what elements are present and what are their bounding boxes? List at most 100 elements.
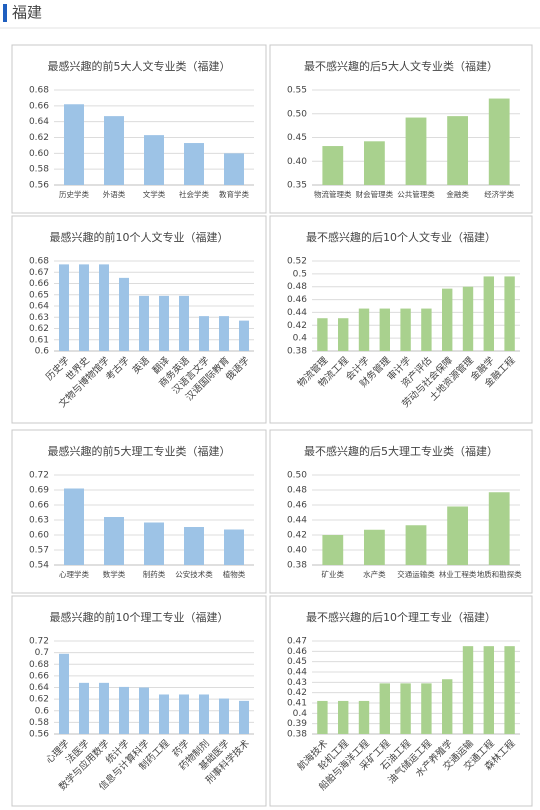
y-tick-label: 0.60 <box>29 531 49 541</box>
bar <box>79 264 89 351</box>
bar <box>104 116 124 185</box>
x-tick-label: 公共管理类 <box>397 189 435 199</box>
x-tick-label: 水产类 <box>363 569 386 579</box>
y-tick-label: 0.46 <box>287 501 307 511</box>
y-tick-label: 0.46 <box>287 295 307 305</box>
y-tick-label: 0.38 <box>287 730 307 740</box>
y-tick-label: 0.7 <box>35 648 49 658</box>
x-tick-label: 社会学类 <box>179 189 209 199</box>
y-tick-label: 0.41 <box>287 699 307 709</box>
bar <box>99 264 109 351</box>
x-tick-label: 经济学类 <box>484 189 514 199</box>
y-tick-label: 0.72 <box>29 637 49 647</box>
bar <box>317 700 328 734</box>
bar <box>442 679 453 734</box>
y-tick-label: 0.54 <box>29 561 49 571</box>
bar <box>159 694 169 734</box>
bar <box>405 525 427 565</box>
y-tick-label: 0.69 <box>29 486 49 496</box>
bar <box>144 522 164 565</box>
y-tick-label: 0.45 <box>287 657 307 667</box>
bar <box>119 277 129 351</box>
bar <box>322 535 344 565</box>
bar <box>59 653 69 734</box>
y-tick-label: 0.40 <box>287 546 307 556</box>
bar <box>184 143 204 185</box>
bar <box>379 308 390 351</box>
x-tick-label: 数学类 <box>103 569 126 579</box>
bar <box>400 308 411 351</box>
bar <box>421 683 432 734</box>
y-tick-label: 0.38 <box>287 347 307 357</box>
x-tick-label: 金融类 <box>446 189 469 199</box>
y-tick-label: 0.40 <box>287 157 307 167</box>
chart-panel <box>269 429 533 594</box>
bar <box>421 308 432 351</box>
bar <box>139 687 149 734</box>
bar <box>338 318 349 351</box>
bar <box>504 276 515 351</box>
chart-title: 最不感兴趣的后5大人文专业类（福建） <box>304 59 498 73</box>
x-tick-label: 植物类 <box>223 569 246 579</box>
y-tick-label: 0.68 <box>29 660 49 670</box>
bar <box>488 98 510 185</box>
x-tick-label: 外语类 <box>103 189 126 199</box>
bar <box>400 683 411 734</box>
bar <box>447 116 468 185</box>
y-tick-label: 0.47 <box>287 637 307 647</box>
y-tick-label: 0.39 <box>287 719 307 729</box>
y-tick-label: 0.60 <box>29 149 49 159</box>
y-tick-label: 0.58 <box>29 165 49 175</box>
y-tick-label: 0.66 <box>29 279 49 289</box>
y-tick-label: 0.66 <box>29 101 49 111</box>
bar <box>462 646 474 734</box>
y-tick-label: 0.38 <box>287 561 307 571</box>
chart-title: 最感兴趣的前10个理工专业（福建） <box>50 610 229 624</box>
bar <box>504 646 515 734</box>
bar <box>239 320 249 351</box>
y-tick-label: 0.63 <box>29 313 49 323</box>
bar <box>219 316 229 351</box>
x-tick-label: 公安技术类 <box>175 569 213 579</box>
bar <box>483 276 494 351</box>
bar <box>358 308 370 351</box>
y-tick-label: 0.56 <box>29 181 49 191</box>
bar <box>79 682 89 734</box>
y-tick-label: 0.44 <box>287 516 307 526</box>
y-tick-label: 0.62 <box>29 133 49 143</box>
y-tick-label: 0.48 <box>287 486 307 496</box>
chart-title: 最不感兴趣的后10个理工专业（福建） <box>306 610 496 624</box>
y-tick-label: 0.57 <box>29 546 49 556</box>
bar <box>405 117 427 185</box>
y-tick-label: 0.66 <box>29 501 49 511</box>
bar <box>224 529 244 565</box>
y-tick-label: 0.43 <box>287 678 307 688</box>
y-tick-label: 0.56 <box>29 730 49 740</box>
bar <box>447 506 468 565</box>
x-tick-label: 文学类 <box>143 189 166 199</box>
x-tick-label: 制药类 <box>143 569 166 579</box>
bar <box>338 700 349 734</box>
y-tick-label: 0.6 <box>35 347 50 357</box>
y-tick-label: 0.50 <box>287 109 307 119</box>
x-tick-label: 林业工程类 <box>439 569 477 579</box>
bar <box>179 295 189 351</box>
y-tick-label: 0.67 <box>29 268 49 278</box>
chart-title: 最感兴趣的前5大人文专业类（福建） <box>48 59 231 73</box>
chart-title: 最不感兴趣的后10个人文专业（福建） <box>306 230 496 244</box>
bar <box>139 295 149 351</box>
x-tick-label: 交通运输类 <box>397 569 435 579</box>
y-tick-label: 0.65 <box>29 290 49 300</box>
bar <box>179 694 189 734</box>
bar <box>144 135 164 185</box>
chart-panel <box>11 429 267 594</box>
x-tick-label: 地质和勘探类 <box>477 569 522 579</box>
y-tick-label: 0.50 <box>287 471 307 481</box>
y-tick-label: 0.63 <box>29 516 49 526</box>
y-tick-label: 0.44 <box>287 668 307 678</box>
x-tick-label: 物流管理类 <box>314 189 352 199</box>
y-tick-label: 0.4 <box>293 709 308 719</box>
y-tick-label: 0.42 <box>287 688 307 698</box>
